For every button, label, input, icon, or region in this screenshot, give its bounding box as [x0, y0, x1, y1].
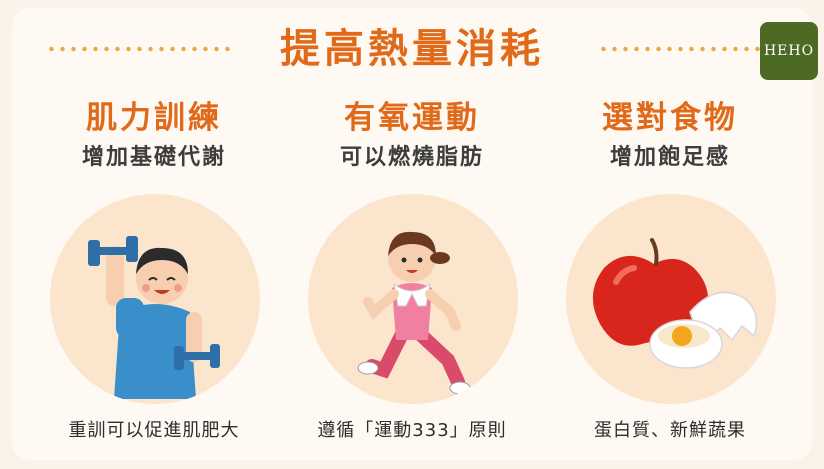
column-subtitle: 增加飽足感 — [609, 145, 730, 170]
column-subtitle: 可以燃燒脂肪 — [339, 145, 484, 170]
column-aerobic-exercise: 有氧運動 可以燃燒脂肪 遵循「運動333」原則 — [282, 98, 542, 441]
apple-and-eggs-illustration — [592, 238, 758, 369]
column-title: 選對食物 — [602, 100, 738, 136]
man-lifting-dumbbells-illustration — [88, 236, 220, 399]
illustration-circle — [566, 194, 776, 404]
heho-logo: HEHO — [760, 22, 818, 80]
column-title: 肌力訓練 — [86, 100, 222, 136]
column-caption: 重訓可以促進肌肥大 — [68, 420, 240, 441]
column-food-choice: 選對食物 增加飽足感 蛋白質、新鮮蔬果 — [540, 98, 800, 441]
page-title: 提高熱量消耗 — [280, 26, 544, 72]
dotted-divider-right — [598, 46, 768, 52]
column-subtitle: 增加基礎代謝 — [81, 145, 226, 170]
woman-running-illustration — [357, 231, 471, 395]
column-title: 有氧運動 — [344, 100, 480, 136]
column-caption: 蛋白質、新鮮蔬果 — [594, 420, 746, 441]
column-caption: 遵循「運動333」原則 — [317, 420, 507, 441]
illustration-circle — [50, 194, 260, 404]
dotted-divider-left — [46, 46, 230, 52]
column-strength-training: 肌力訓練 增加基礎代謝 重訓可以促進肌 — [24, 98, 284, 441]
header: 提高熱量消耗 HEHO — [0, 16, 824, 80]
illustration-circle — [308, 194, 518, 404]
